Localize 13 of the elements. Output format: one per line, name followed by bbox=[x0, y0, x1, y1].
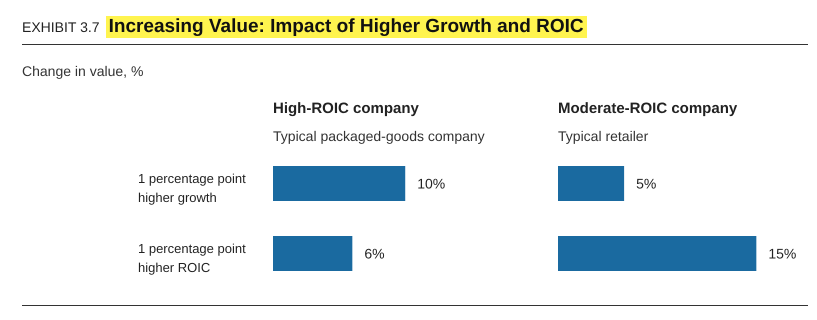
data-label: 5% bbox=[636, 175, 656, 192]
chart-title: High-ROIC company bbox=[273, 100, 420, 119]
y-tick-label: 1 percentage point higher growth bbox=[138, 171, 246, 205]
chart-subtitle: Typical packaged-goods company bbox=[273, 128, 486, 146]
data-label: 10% bbox=[417, 175, 446, 192]
chart-title: Moderate-ROIC company bbox=[558, 100, 738, 119]
text: EXHIBIT 3.7 bbox=[22, 19, 100, 35]
y-tick-label: 1 percentage point higher ROIC bbox=[138, 241, 246, 275]
text: Increasing Value: Impact of Higher Growth and ROIC bbox=[106, 16, 587, 38]
text: Change in value, % bbox=[22, 63, 144, 79]
data-label: 6% bbox=[364, 245, 385, 262]
data-label: 15% bbox=[768, 245, 796, 262]
chart-subtitle: Typical retailer bbox=[558, 128, 650, 146]
